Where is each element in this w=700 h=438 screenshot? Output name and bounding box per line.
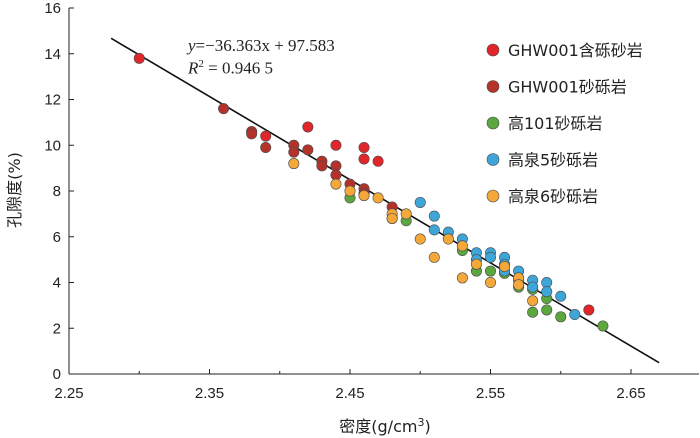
fit-line	[110, 37, 660, 364]
y-axis-label: 孔隙度(%)	[5, 152, 24, 228]
legend-marker	[486, 116, 500, 130]
data-point-series-5	[330, 178, 342, 190]
data-point-series-4	[555, 290, 567, 302]
data-point-series-1	[260, 130, 272, 142]
y-tick-label: 14	[44, 46, 61, 63]
y-tick-label: 10	[44, 137, 61, 154]
x-tick-label: 2.65	[616, 385, 645, 402]
legend-marker	[486, 189, 500, 203]
data-point-series-2	[302, 144, 314, 156]
data-point-series-4	[569, 309, 581, 321]
data-point-series-1	[330, 139, 342, 151]
data-point-series-5	[442, 233, 454, 245]
legend-marker	[486, 80, 500, 93]
equation-body: =−36.363x + 97.583	[195, 36, 335, 55]
data-point-series-4	[428, 224, 440, 236]
data-point-series-2	[246, 128, 258, 140]
data-point-series-5	[414, 233, 426, 245]
x-ticks: 2.25 2.35 2.45 2.55 2.65	[54, 369, 646, 402]
data-point-series-1	[358, 153, 370, 165]
legend-label: 高101砂砾岩	[508, 114, 603, 133]
data-point-series-4	[428, 210, 440, 222]
data-point-series-5	[358, 190, 370, 202]
fit-line-group	[110, 37, 660, 364]
r2-label: R	[188, 58, 199, 78]
data-point-series-4	[484, 251, 496, 263]
data-point-series-2	[260, 142, 272, 154]
legend-marker	[486, 153, 500, 166]
r2-value: = 0.946 5	[203, 58, 273, 78]
y-tick-label: 8	[53, 183, 61, 200]
data-point-series-5	[527, 295, 539, 307]
legend-label: GHW001砂砾岩	[508, 78, 627, 97]
y-tick-label: 16	[44, 0, 61, 17]
data-point-series-3	[597, 320, 609, 332]
y-tick-label: 6	[53, 229, 61, 246]
data-point-series-4	[541, 286, 553, 298]
r-squared: R2 = 0.946 5	[188, 58, 273, 79]
data-point-series-4	[527, 281, 539, 293]
data-point-series-5	[456, 240, 468, 252]
data-point-series-5	[513, 279, 525, 291]
data-point-series-5	[386, 212, 398, 224]
y-tick-label: 12	[44, 92, 61, 109]
r2-sup: 2	[198, 58, 204, 70]
data-point-series-1	[358, 142, 370, 154]
legend-label: GHW001含砾砂岩	[508, 41, 643, 60]
data-point-series-3	[555, 311, 567, 323]
y-tick-label: 4	[53, 275, 61, 292]
data-point-series-1	[372, 155, 384, 167]
data-point-series-5	[470, 258, 482, 270]
data-point-series-5	[456, 272, 468, 284]
data-point-series-2	[330, 169, 342, 181]
equation-y: y	[188, 36, 196, 55]
data-point-series-2	[316, 160, 328, 172]
data-point-series-2	[330, 160, 342, 172]
legend-label: 高泉5砂砾岩	[508, 151, 598, 170]
y-tick-label: 2	[53, 320, 61, 337]
data-points	[133, 52, 609, 332]
data-point-series-5	[499, 260, 511, 272]
data-point-series-1	[302, 121, 314, 133]
data-point-series-5	[372, 192, 384, 204]
x-tick-label: 2.55	[476, 385, 505, 402]
data-point-series-1	[583, 304, 595, 316]
data-point-series-4	[414, 196, 426, 208]
data-point-series-5	[344, 185, 356, 197]
axes	[68, 8, 699, 375]
y-tick-label: 0	[53, 366, 61, 383]
x-tick-label: 2.45	[335, 385, 364, 402]
legend-label: 高泉6砂砾岩	[508, 187, 598, 206]
x-axis-label: 密度(g/cm3)	[339, 416, 430, 436]
y-ticks: 0 2 4 6 8 10 12 14 16	[44, 0, 74, 383]
data-point-series-5	[400, 208, 412, 220]
x-tick-label: 2.35	[195, 385, 224, 402]
fit-equation: y=−36.363x + 97.583	[188, 36, 335, 56]
data-point-series-5	[428, 251, 440, 263]
data-point-series-3	[541, 304, 553, 316]
data-point-series-5	[288, 158, 300, 170]
data-point-series-5	[484, 276, 496, 288]
x-tick-label: 2.25	[54, 385, 83, 402]
data-point-series-1	[133, 52, 145, 64]
legend-marker	[486, 43, 500, 57]
data-point-series-2	[218, 103, 230, 115]
data-point-series-4	[541, 276, 553, 288]
data-point-series-2	[288, 146, 300, 158]
data-point-series-3	[484, 265, 496, 277]
data-point-series-3	[527, 306, 539, 318]
